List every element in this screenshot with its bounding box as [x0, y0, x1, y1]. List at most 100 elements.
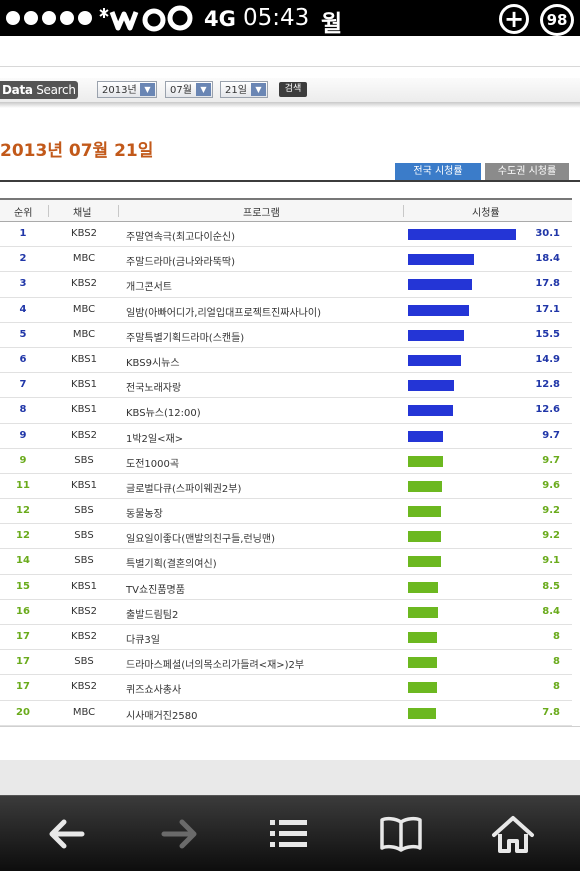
program-cell: 주말특별기획드라마(스캔들) — [126, 332, 245, 344]
channel-cell: MBC — [72, 253, 96, 265]
rating-cell: 9.2 — [542, 505, 560, 517]
table-row: 12 SBS 동물농장 9.2 — [0, 499, 572, 525]
program-cell: 퀴즈쇼사총사 — [126, 685, 182, 697]
rank-cell: 9 — [19, 454, 27, 466]
tab-underline — [0, 180, 580, 182]
data-search-bar: Data Search 2013년 ▼ 07월 ▼ 21일 ▼ 검색 — [0, 78, 580, 102]
divider — [0, 66, 580, 67]
program-cell: 다큐3일 — [126, 635, 160, 646]
plus-icon[interactable]: + — [499, 4, 529, 34]
table-row: 8 KBS1 KBS뉴스(12:00) 12.6 — [0, 398, 572, 424]
table-row: 20 MBC 시사매거진2580 7.8 — [0, 701, 572, 726]
rating-cell: 17.1 — [535, 303, 560, 315]
bookmarks-book-icon[interactable] — [378, 814, 424, 854]
channel-cell: MBC — [72, 328, 96, 340]
rating-bar — [408, 480, 442, 492]
month-select[interactable]: 07월 ▼ — [165, 81, 213, 98]
channel-cell: KBS2 — [71, 605, 97, 617]
rating-bar — [408, 455, 443, 467]
rating-bar — [408, 556, 441, 568]
rating-cell: 30.1 — [535, 228, 560, 239]
table-row: 16 KBS2 출발드림팀2 8.4 — [0, 600, 572, 625]
channel-cell: KBS1 — [71, 353, 97, 365]
rating-bar — [408, 254, 474, 266]
rating-bar — [408, 279, 472, 291]
rating-bar — [408, 354, 461, 366]
rank-cell: 4 — [19, 303, 27, 315]
rating-cell: 17.8 — [535, 278, 560, 290]
rating-cell: 9.6 — [542, 479, 560, 491]
program-cell: 시사매거진2580 — [126, 710, 198, 722]
rating-cell: 8 — [553, 656, 560, 668]
rating-cell: 15.5 — [535, 328, 560, 340]
table-row: 2 MBC 주말드라마(금나와라뚝딱) 18.4 — [0, 247, 572, 273]
header-rating: 시청률 — [472, 208, 500, 219]
channel-cell: KBS1 — [71, 479, 97, 491]
rating-cell: 14.9 — [535, 353, 560, 365]
channel-cell: KBS1 — [71, 580, 97, 592]
table-row: 6 KBS1 KBS9시뉴스 14.9 — [0, 348, 572, 374]
year-select[interactable]: 2013년 ▼ — [97, 81, 157, 98]
rank-cell: 6 — [19, 353, 27, 365]
header-rank: 순위 — [14, 208, 33, 219]
header-channel: 채널 — [73, 208, 92, 219]
rank-cell: 17 — [16, 631, 30, 642]
program-cell: 출발드림팀2 — [126, 609, 179, 621]
rank-cell: 5 — [19, 328, 27, 340]
table-row: 17 SBS 드라마스페셜(너의목소리가들려<재>)2부 8 — [0, 650, 572, 676]
channel-cell: SBS — [74, 555, 94, 567]
rating-cell: 9.1 — [542, 555, 560, 567]
day-select[interactable]: 21일 ▼ — [220, 81, 268, 98]
table-row: 9 SBS 도전1000곡 9.7 — [0, 449, 572, 474]
program-cell: 개그콘서트 — [126, 282, 172, 294]
table-row: 11 KBS1 글로벌다큐(스파이웨권2부) 9.6 — [0, 474, 572, 500]
menu-list-icon[interactable] — [266, 814, 312, 854]
browser-toolbar — [0, 795, 580, 871]
rating-bar — [408, 229, 516, 240]
rank-cell: 14 — [16, 555, 30, 567]
rank-cell: 8 — [19, 404, 27, 416]
forward-arrow-icon[interactable] — [156, 814, 202, 854]
table-row: 17 KBS2 퀴즈쇼사총사 8 — [0, 675, 572, 701]
page-title: 2013년 07월 21일 — [0, 141, 154, 161]
table-header: 순위 채널 프로그램 시청률 — [0, 198, 572, 222]
table-row: 12 SBS 일요일이좋다(맨발의친구들,런닝맨) 9.2 — [0, 524, 572, 550]
rank-cell: 12 — [16, 505, 30, 517]
rank-cell: 15 — [16, 580, 30, 592]
home-icon[interactable] — [490, 814, 536, 854]
rating-cell: 12.6 — [535, 404, 560, 416]
divider — [0, 726, 580, 727]
table-row: 17 KBS2 다큐3일 8 — [0, 625, 572, 651]
table-row: 3 KBS2 개그콘서트 17.8 — [0, 272, 572, 298]
table-row: 7 KBS1 전국노래자랑 12.8 — [0, 373, 572, 399]
notification-badge[interactable]: 98 — [540, 4, 574, 36]
table-row: 5 MBC 주말특별기획드라마(스캔들) 15.5 — [0, 323, 572, 348]
rating-bar — [408, 430, 443, 442]
chevron-down-icon: ▼ — [196, 83, 211, 96]
rating-bar — [408, 329, 464, 341]
program-cell: 주말연속극(최고다이순신) — [126, 232, 236, 243]
rating-bar — [408, 657, 437, 669]
tab-capital-rating[interactable]: 수도권 시청률 — [485, 163, 569, 180]
channel-cell: SBS — [74, 505, 94, 517]
channel-cell: SBS — [74, 530, 94, 542]
table-row: 1 KBS2 주말연속극(최고다이순신) 30.1 — [0, 222, 572, 248]
back-arrow-icon[interactable] — [44, 814, 90, 854]
tab-national-rating[interactable]: 전국 시청률 — [395, 163, 481, 180]
channel-cell: SBS — [74, 656, 94, 668]
rating-bar — [408, 304, 469, 316]
program-cell: KBS9시뉴스 — [126, 357, 180, 369]
rating-bar — [408, 581, 438, 593]
channel-cell: KBS2 — [71, 429, 97, 441]
program-cell: KBS뉴스(12:00) — [126, 408, 201, 420]
rank-cell: 2 — [19, 253, 27, 265]
rating-cell: 8 — [553, 681, 560, 693]
program-cell: 일요일이좋다(맨발의친구들,런닝맨) — [126, 534, 275, 546]
rating-cell: 8.4 — [542, 605, 560, 617]
table-row: 9 KBS2 1박2일<재> 9.7 — [0, 424, 572, 449]
search-button[interactable]: 검색 — [279, 82, 307, 97]
channel-cell: KBS2 — [71, 681, 97, 693]
table-row: 15 KBS1 TV쇼진품명품 8.5 — [0, 575, 572, 600]
program-cell: 전국노래자랑 — [126, 383, 182, 395]
rating-bar — [408, 506, 441, 518]
